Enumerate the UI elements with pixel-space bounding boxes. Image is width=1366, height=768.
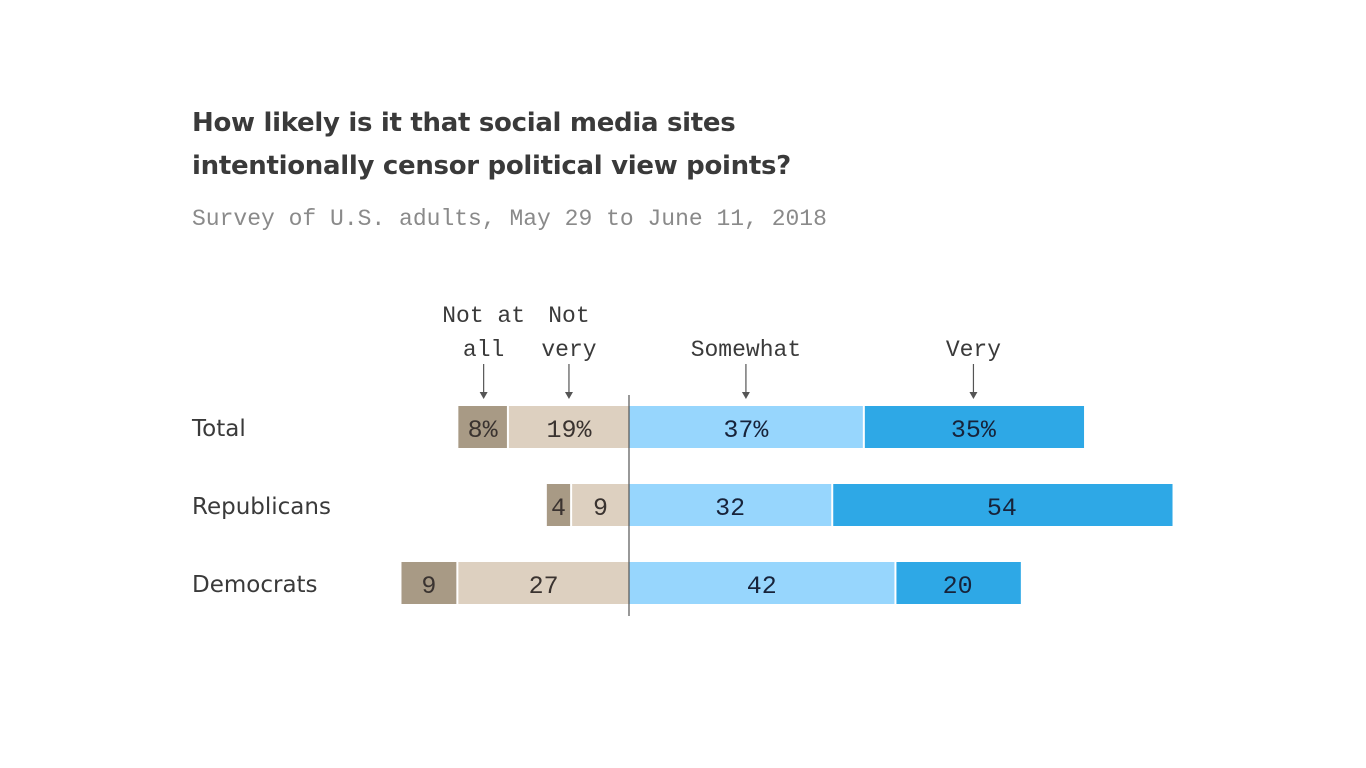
data-label: 9 — [593, 494, 608, 523]
bar-segment — [896, 562, 1021, 604]
category-label: Democrats — [192, 572, 318, 598]
legend-label: Very — [946, 337, 1001, 363]
bar-segment — [508, 406, 629, 448]
bar-segment — [546, 484, 571, 526]
bar-segment — [572, 484, 629, 526]
data-label: 8% — [468, 416, 499, 445]
legend-label: very — [541, 337, 596, 363]
arrow-down-icon — [969, 392, 978, 399]
arrow-down-icon — [741, 392, 750, 399]
data-label: 32 — [715, 494, 745, 523]
bar-segment — [458, 406, 507, 448]
legend-label: Not at — [442, 303, 525, 329]
category-label: Republicans — [192, 494, 331, 520]
arrow-down-icon — [564, 392, 573, 399]
title-line-2: intentionally censor political view poin… — [192, 151, 791, 181]
legend-label: all — [463, 337, 504, 363]
data-label: 42 — [747, 572, 777, 601]
data-label: 35% — [951, 416, 997, 445]
data-label: 20 — [943, 572, 973, 601]
bar-segment — [629, 484, 832, 526]
chart-subtitle: Survey of U.S. adults, May 29 to June 11… — [192, 206, 827, 232]
chart-title: How likely is it that social media sites… — [192, 102, 791, 188]
data-label: 19% — [546, 416, 592, 445]
data-label: 27 — [529, 572, 559, 601]
title-line-1: How likely is it that social media sites — [192, 108, 736, 138]
legend-label: Somewhat — [691, 337, 801, 363]
bar-segment — [401, 562, 457, 604]
bar-segment — [864, 406, 1085, 448]
legend-label: Not — [548, 303, 589, 329]
data-label: 54 — [987, 494, 1017, 523]
data-label: 37% — [723, 416, 769, 445]
bar-segment — [629, 406, 863, 448]
bar-segment — [629, 562, 895, 604]
bar-segment — [833, 484, 1173, 526]
bar-segment — [458, 562, 629, 604]
arrow-down-icon — [479, 392, 488, 399]
data-label: 4 — [551, 494, 566, 523]
data-label: 9 — [421, 572, 436, 601]
category-label: Total — [191, 416, 246, 442]
